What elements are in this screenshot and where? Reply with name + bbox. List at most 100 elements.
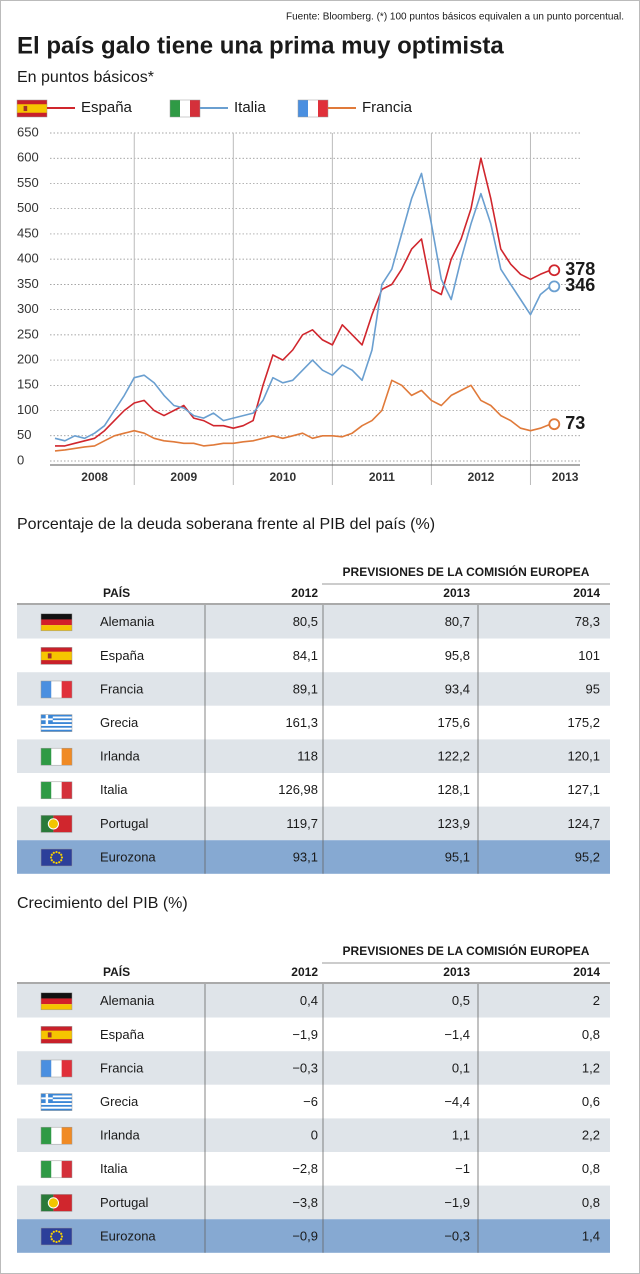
- table-cell: 2: [593, 993, 600, 1008]
- table-row: [17, 984, 610, 1018]
- country-name: España: [100, 648, 145, 663]
- flag-part: [41, 1104, 72, 1107]
- flag-part: [41, 1228, 72, 1245]
- table-row: [17, 840, 610, 874]
- table-cell: 161,3: [285, 715, 318, 730]
- table-cell: −6: [303, 1094, 318, 1109]
- flag-part: [58, 851, 61, 854]
- y-tick-label: 550: [17, 175, 39, 190]
- flag: [40, 815, 73, 833]
- flag-part: [60, 1232, 63, 1235]
- country-name: Portugal: [100, 816, 149, 831]
- end-value-label: 346: [565, 275, 595, 295]
- table-cell: 119,7: [286, 816, 318, 831]
- flag-border: [40, 781, 73, 800]
- flag-part: [41, 1060, 52, 1077]
- y-tick-label: 200: [17, 352, 39, 367]
- end-value-label: 73: [565, 413, 585, 433]
- column-header: PAÍS: [103, 585, 130, 600]
- flag-border: [40, 1227, 73, 1246]
- table-cell: 118: [297, 749, 318, 764]
- flag-part: [60, 859, 63, 862]
- flag-part: [41, 1127, 52, 1145]
- y-tick-label: 150: [17, 377, 39, 392]
- flag-part: [41, 992, 72, 999]
- end-value-label: 378: [565, 259, 595, 279]
- table-cell: 95,2: [575, 849, 600, 864]
- flag-part: [50, 1238, 53, 1241]
- source-note: Fuente: Bloomberg. (*) 100 puntos básico…: [286, 12, 624, 23]
- table-cell: 1,1: [452, 1128, 470, 1143]
- flag-part: [55, 850, 58, 854]
- flag-part: [53, 1194, 72, 1212]
- flag-part: [41, 718, 72, 721]
- table-cell: 80,5: [293, 614, 318, 629]
- y-tick-label: 500: [17, 200, 39, 215]
- flag: [40, 1059, 73, 1078]
- table-cell: −4,4: [444, 1094, 470, 1109]
- table-cell: 0,4: [300, 993, 318, 1008]
- flag-part: [51, 1160, 62, 1178]
- table-cell: 127,1: [567, 782, 600, 797]
- flag-part: [41, 681, 52, 698]
- flag-part: [41, 1004, 72, 1010]
- flag-part: [61, 748, 72, 766]
- flag-part: [61, 781, 72, 799]
- flag-part: [41, 651, 72, 661]
- flag-part: [41, 1097, 72, 1100]
- y-tick-label: 250: [17, 326, 39, 341]
- flag-part: [41, 1103, 72, 1105]
- legend-label: España: [81, 99, 133, 116]
- table-row: [17, 605, 610, 639]
- flag-border: [40, 1026, 73, 1044]
- country-name: Eurozona: [100, 1228, 156, 1243]
- table-cell: −1,9: [444, 1195, 470, 1210]
- flag-part: [41, 998, 72, 1005]
- table-row: [17, 672, 610, 706]
- flag-part: [52, 851, 55, 854]
- table-cell: 175,6: [437, 715, 470, 730]
- flag: [40, 1194, 73, 1212]
- table-row: [17, 1118, 610, 1152]
- flag-part: [41, 625, 72, 631]
- flag-part: [170, 100, 180, 117]
- flag-part: [47, 653, 52, 659]
- flag-part: [41, 1099, 72, 1102]
- flag-part: [298, 100, 308, 117]
- country-name: Francia: [100, 681, 144, 696]
- flag-part: [190, 100, 200, 117]
- flag-part: [47, 818, 60, 830]
- flag: [297, 99, 329, 118]
- flag-part: [41, 714, 72, 717]
- table-row: [17, 1017, 610, 1052]
- table-cell: −1,4: [444, 1027, 470, 1042]
- country-name: Eurozona: [100, 849, 156, 864]
- table-cell: −1: [455, 1161, 470, 1176]
- flag: [40, 647, 73, 665]
- flag-border: [40, 815, 73, 833]
- end-marker: [548, 418, 561, 431]
- flag-part: [41, 727, 72, 730]
- flag-part: [51, 748, 62, 766]
- table-row: [17, 1152, 610, 1186]
- flag: [40, 680, 73, 699]
- chart-subtitle: En puntos básicos*: [17, 69, 154, 86]
- flag: [40, 848, 73, 867]
- table-cell: 95,1: [445, 849, 470, 864]
- flag: [40, 781, 73, 800]
- table-cell: 93,4: [445, 681, 470, 696]
- flag-part: [41, 1093, 72, 1096]
- flag-part: [61, 1127, 72, 1145]
- flag-part: [41, 729, 72, 732]
- x-tick-label: 2013: [552, 470, 579, 484]
- flag-part: [308, 100, 318, 117]
- flag-part: [41, 613, 72, 620]
- table-row: [17, 739, 610, 773]
- table-row: [17, 773, 610, 807]
- flag-part: [61, 681, 72, 698]
- end-marker: [548, 280, 561, 293]
- legend-label: Francia: [362, 99, 413, 116]
- flag-border: [40, 714, 73, 732]
- flag-border: [40, 1059, 73, 1078]
